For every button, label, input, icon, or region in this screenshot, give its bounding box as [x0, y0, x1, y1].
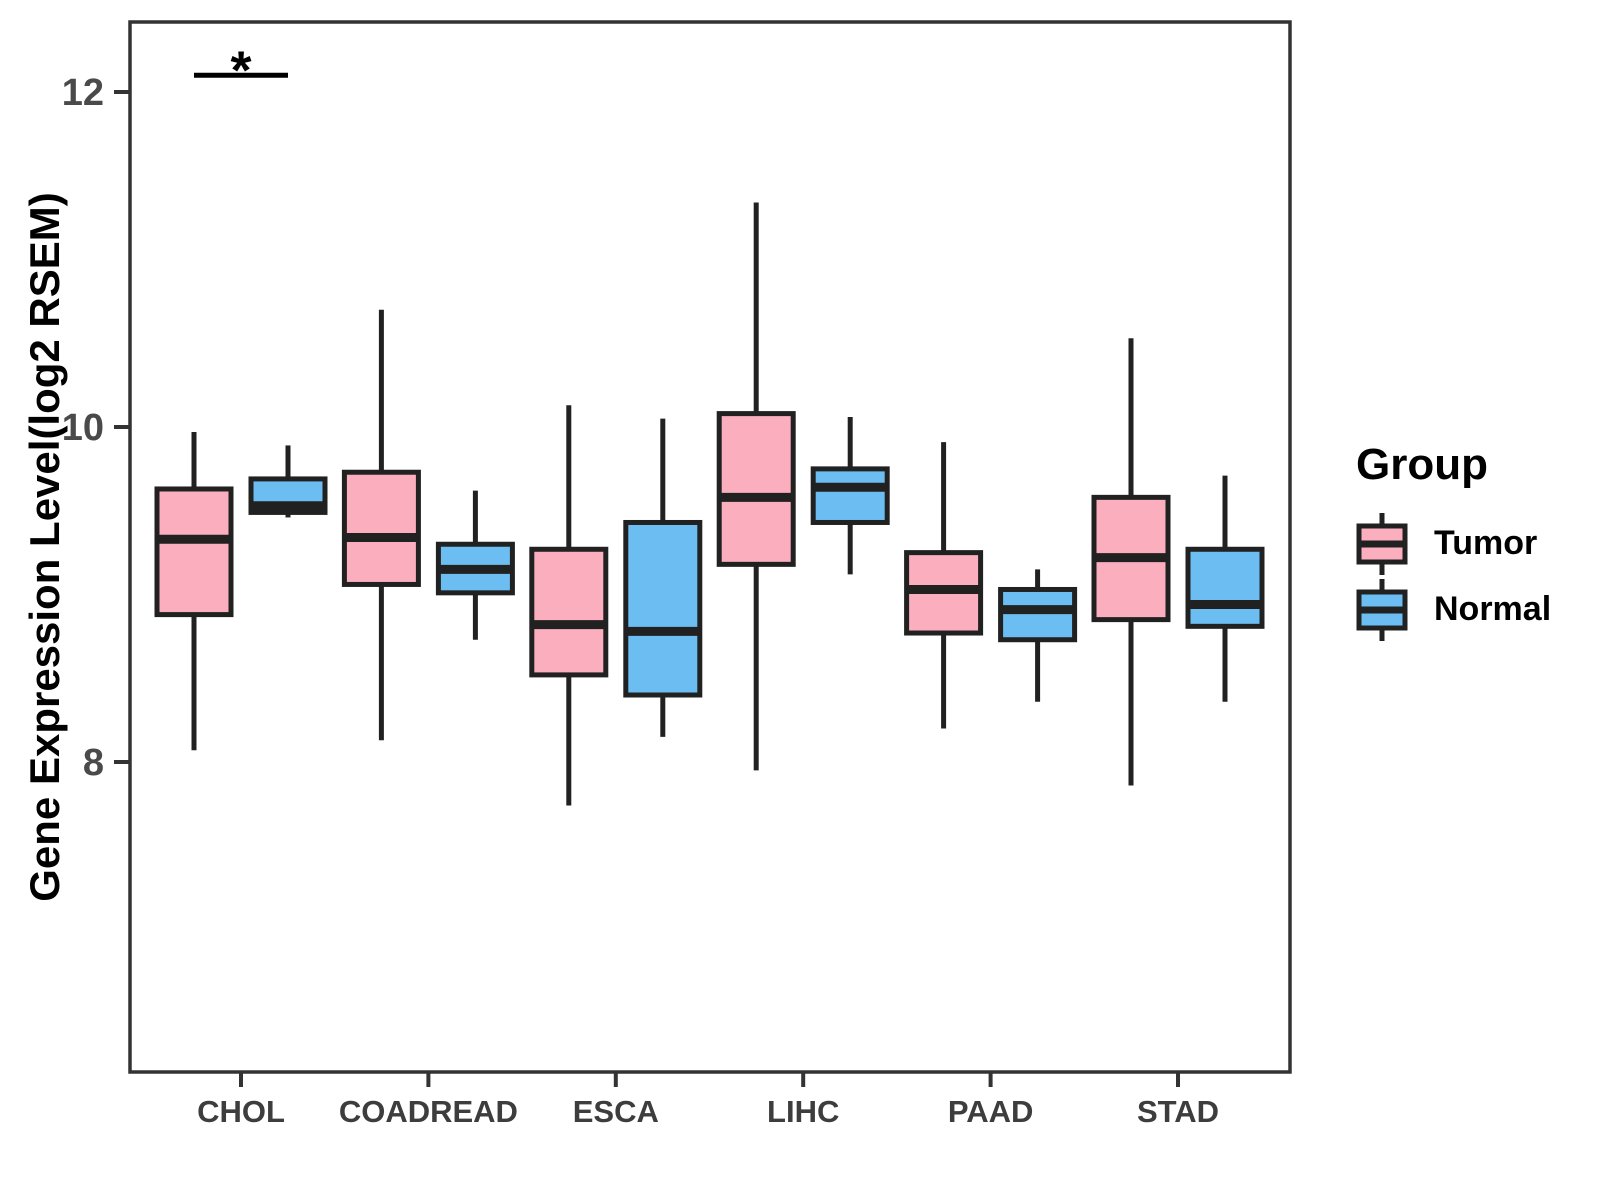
x-tick-label-paad: PAAD [948, 1094, 1034, 1129]
iqr-box [810, 466, 890, 525]
legend-item-normal: Normal [1356, 578, 1552, 641]
y-tick-label-8: 8 [83, 742, 104, 784]
iqr-box [1185, 546, 1265, 629]
legend-item-tumor: Tumor [1356, 512, 1551, 575]
legend-title: Group [1356, 440, 1488, 489]
iqr-box [623, 519, 703, 698]
x-tick-label-esca: ESCA [573, 1094, 659, 1129]
box-normal-chol [248, 445, 328, 518]
y-axis-title: Gene Expression Level(log2 RSEM) [21, 192, 68, 902]
x-tick-label-chol: CHOL [197, 1094, 285, 1129]
iqr-box [341, 469, 421, 587]
box-normal-lihc [810, 416, 890, 575]
legend: Group Tumor Normal [1356, 440, 1551, 645]
box-normal-esca [623, 418, 703, 737]
box-tumor-coadread [341, 309, 421, 741]
panel-border [128, 20, 1292, 1074]
legend-label-tumor: Tumor [1434, 524, 1538, 563]
y-tick-label-12: 12 [62, 72, 104, 114]
iqr-box [154, 486, 234, 618]
box-tumor-lihc [716, 202, 796, 771]
box-normal-stad [1185, 475, 1265, 702]
box-normal-paad [998, 569, 1078, 702]
legend-label-normal: Normal [1434, 590, 1552, 629]
x-tick-label-lihc: LIHC [767, 1094, 839, 1129]
significance-asterisk: * [230, 40, 251, 100]
iqr-box [716, 411, 796, 567]
tumor-boxplot-key-icon [1356, 512, 1408, 575]
x-tick-label-coadread: COADREAD [339, 1094, 518, 1129]
box-tumor-paad [904, 442, 984, 729]
box-tumor-chol [154, 432, 234, 751]
iqr-box [529, 546, 609, 678]
normal-boxplot-key-icon [1356, 578, 1408, 641]
y-tick-label-10: 10 [62, 407, 104, 449]
box-normal-coadread [435, 490, 515, 640]
iqr-box [998, 586, 1078, 643]
box-tumor-stad [1091, 338, 1171, 786]
x-tick-label-stad: STAD [1137, 1094, 1219, 1129]
box-tumor-esca [529, 405, 609, 806]
